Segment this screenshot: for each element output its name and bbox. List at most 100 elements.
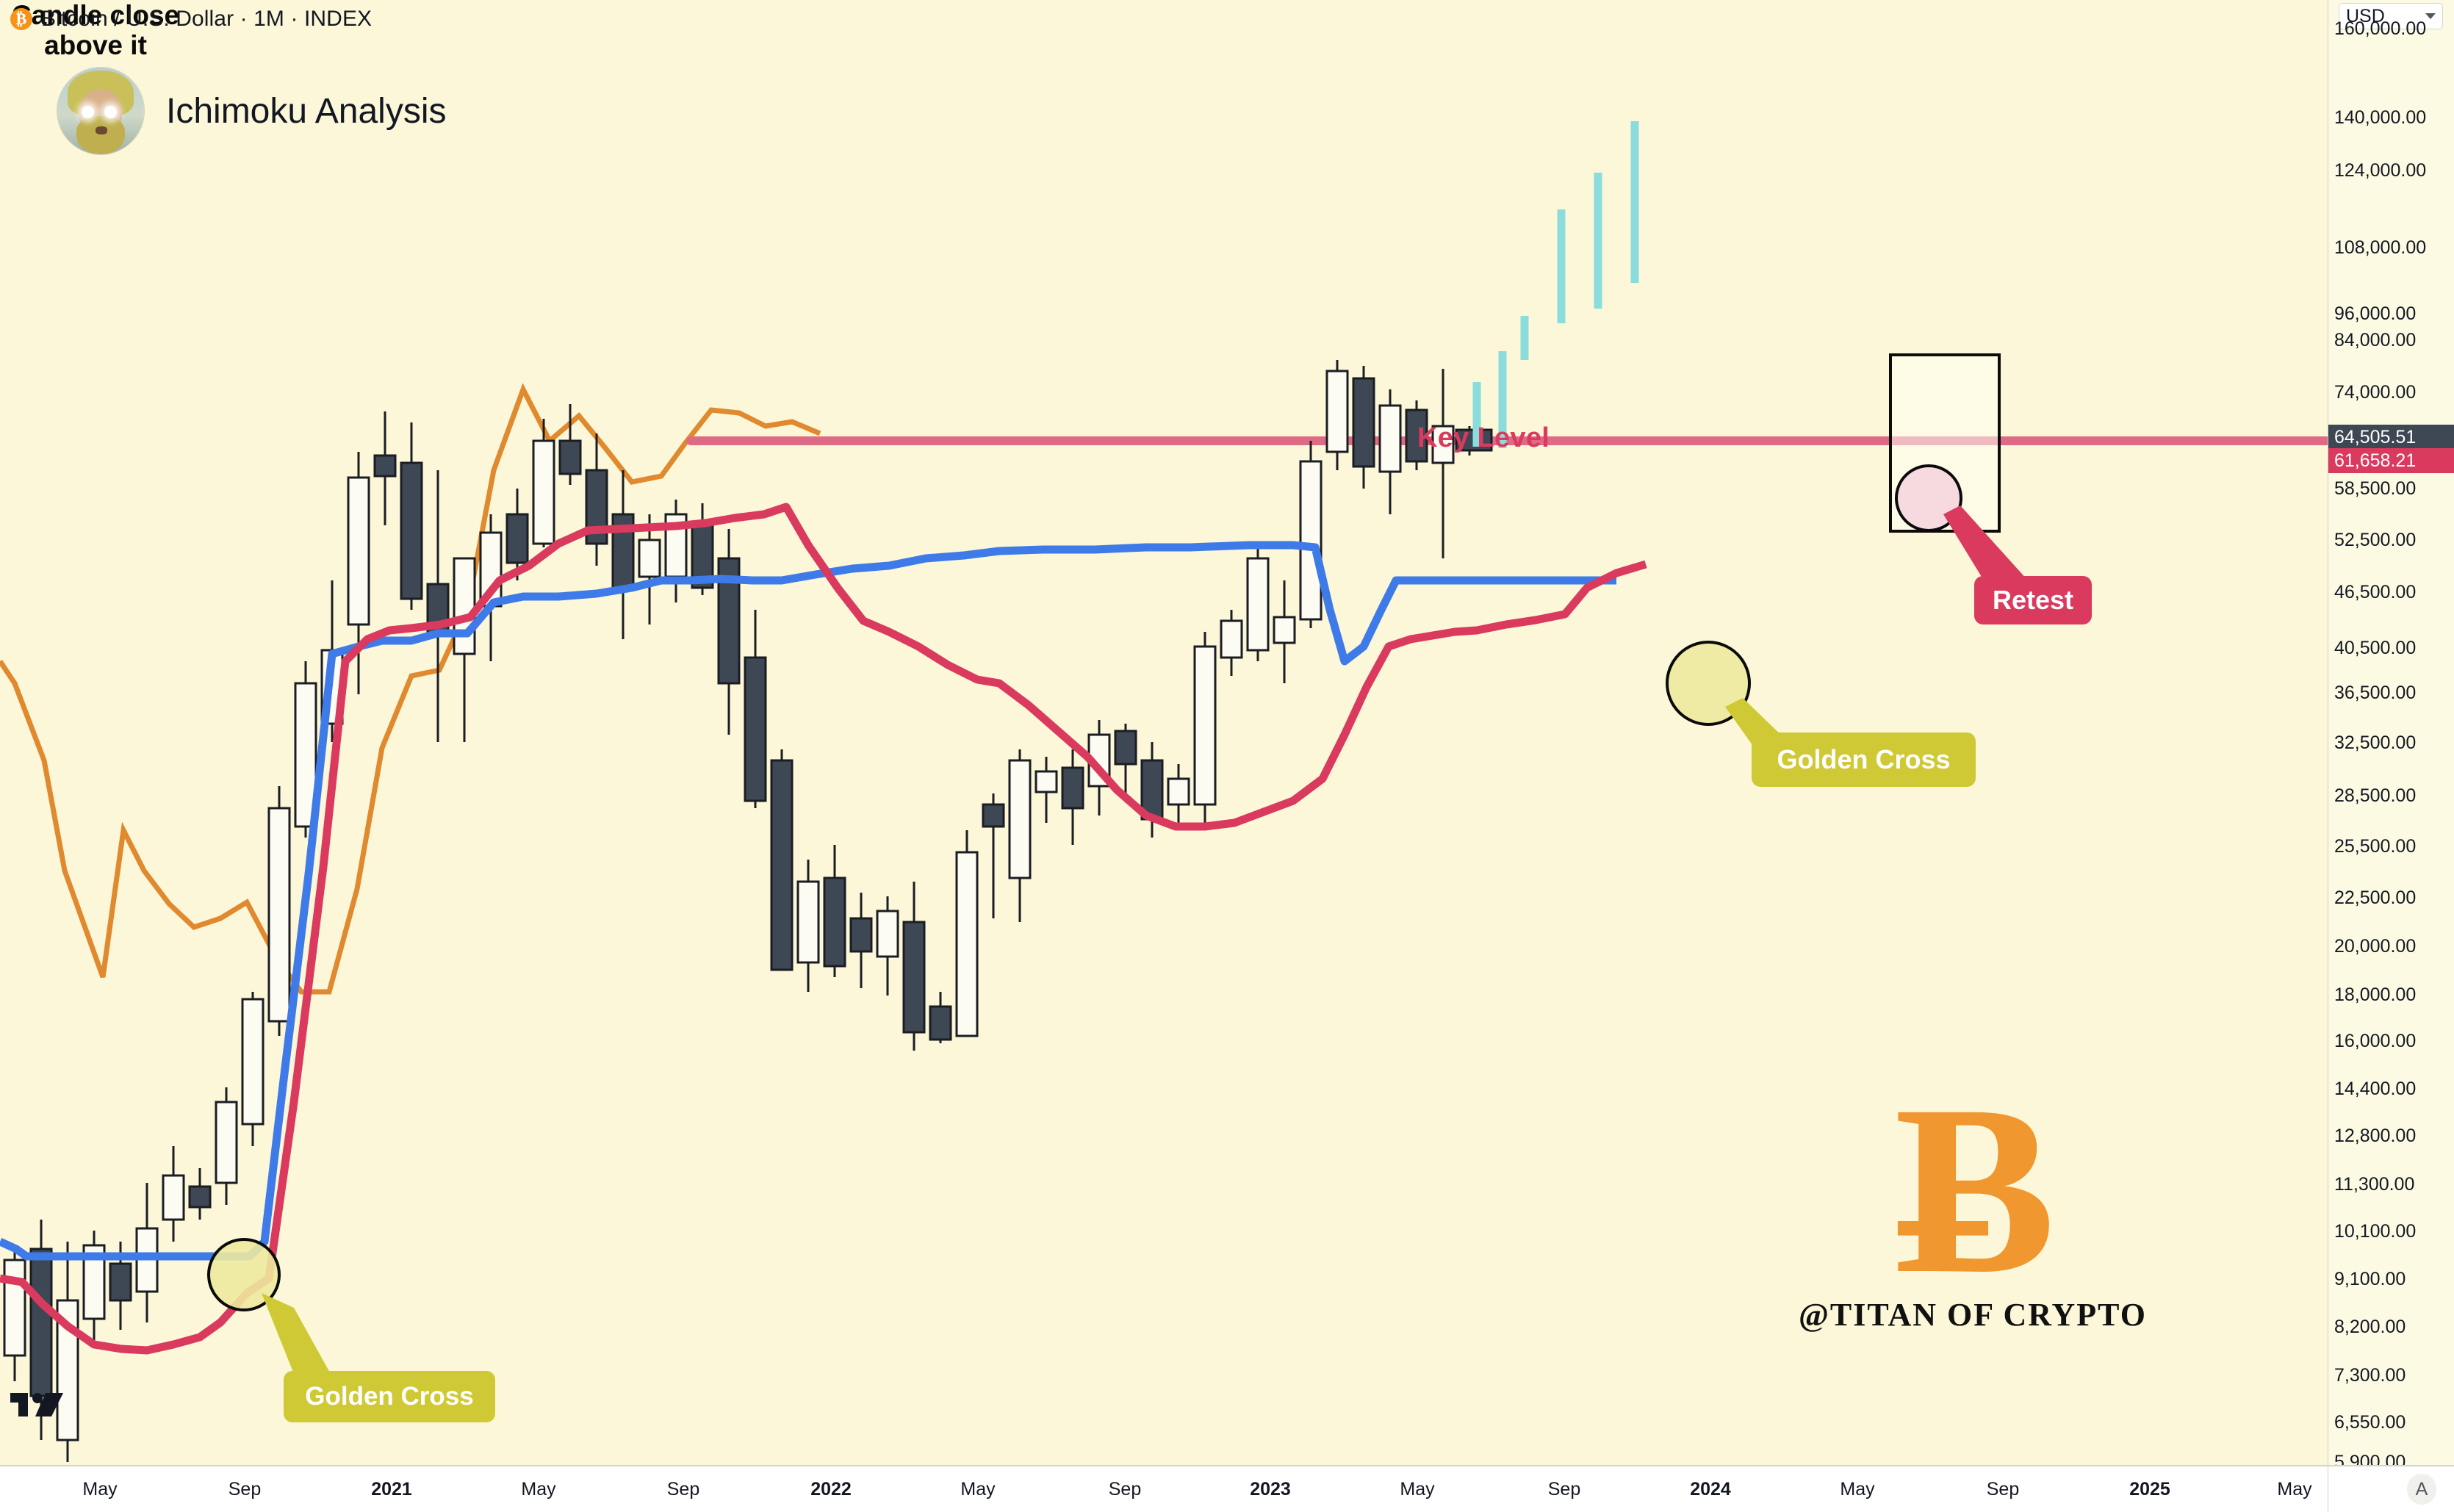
retest-connector (1943, 505, 2028, 580)
price-tick: 18,000.00 (2334, 984, 2417, 1005)
price-tick: 11,300.00 (2334, 1174, 2415, 1195)
candle (162, 1146, 185, 1242)
price-tick: 22,500.00 (2334, 888, 2417, 908)
price-tick: 58,500.00 (2334, 478, 2417, 499)
candle (876, 896, 899, 996)
candle (1114, 724, 1137, 793)
candle (267, 786, 291, 1036)
time-tick: May (2277, 1479, 2312, 1500)
projection-bars (1472, 121, 1639, 448)
golden-cross-connector-2020 (262, 1293, 331, 1374)
symbol-label[interactable]: Bitcoin / U.S. Dollar · 1M · INDEX (41, 7, 373, 31)
golden-cross-circle-2024 (1666, 641, 1751, 726)
key-level-label: Key Level (1417, 422, 1550, 453)
time-tick: Sep (666, 1479, 700, 1500)
time-tick: 2022 (810, 1479, 852, 1500)
time-tick: 2021 (371, 1479, 412, 1500)
tenkan-sen-line (0, 503, 1647, 1355)
time-tick: 2025 (2129, 1479, 2170, 1500)
time-tick: 2023 (1250, 1479, 1291, 1500)
time-tick: Sep (1986, 1479, 2020, 1500)
candle (453, 557, 476, 742)
currency-selector[interactable]: USD (2339, 3, 2443, 29)
price-tick: 10,100.00 (2334, 1221, 2417, 1242)
candle (109, 1242, 132, 1330)
price-tick: 84,000.00 (2334, 330, 2417, 350)
tradingview-logo-icon (10, 1393, 63, 1416)
candle (347, 452, 370, 694)
price-scale[interactable]: USD 160,000.00 140,000.00 124,000.00 108,00… (2328, 0, 2454, 1472)
candle (426, 470, 450, 742)
title-block: Ichimoku Analysis (57, 68, 447, 154)
avatar (57, 68, 144, 154)
candle (3, 1249, 26, 1381)
candle-close-label: Candle close above it (11, 0, 180, 61)
symbol-bar[interactable]: ₿ Bitcoin / U.S. Dollar · 1M · INDEX (0, 0, 372, 38)
candle (902, 882, 926, 1051)
price-tick: 32,500.00 (2334, 732, 2417, 753)
candle (1140, 742, 1164, 838)
candle (241, 992, 265, 1146)
price-tick: 36,500.00 (2334, 683, 2417, 703)
chart-plot-area[interactable]: Key Level Candle close above it Retest G… (0, 0, 2328, 1465)
kijun-sen-line (0, 541, 1616, 1261)
candle (1405, 400, 1428, 470)
price-tick: 52,500.00 (2334, 530, 2417, 550)
candle (585, 433, 608, 566)
prior-close-badge: 64,505.51 (2328, 425, 2454, 450)
price-tick: 96,000.00 (2334, 303, 2417, 324)
candle (505, 489, 529, 580)
golden-cross-circle-2020 (207, 1238, 281, 1311)
price-tick: 140,000.00 (2334, 107, 2427, 128)
candle (1352, 366, 1375, 489)
time-tick: Sep (1547, 1479, 1581, 1500)
time-tick: May (960, 1479, 996, 1500)
candle (955, 830, 979, 1037)
price-tick: 46,500.00 (2334, 582, 2417, 602)
price-tick: 40,500.00 (2334, 638, 2417, 658)
candle (982, 793, 1005, 918)
avatar-beard (76, 116, 125, 154)
bitcoin-icon: ₿ (10, 8, 32, 30)
time-tick: 2024 (1690, 1479, 1731, 1500)
price-tick: 74,000.00 (2334, 382, 2417, 403)
candle (56, 1242, 79, 1462)
price-tick: 12,800.00 (2334, 1126, 2417, 1146)
candle (1061, 749, 1084, 845)
timezone-button[interactable]: A (2407, 1474, 2436, 1505)
price-tick: 25,500.00 (2334, 836, 2417, 857)
chart-canvas (0, 121, 2328, 1462)
price-tick: 160,000.00 (2334, 18, 2427, 39)
price-tick: 124,000.00 (2334, 160, 2427, 181)
price-tick: 28,500.00 (2334, 785, 2417, 806)
candle (717, 529, 741, 735)
candle (638, 514, 661, 624)
price-tick: 9,100.00 (2334, 1269, 2406, 1289)
time-scale[interactable]: May Sep 2021 May Sep 2022 May Sep 2023 May Sep 2024… (0, 1465, 2454, 1512)
candle (611, 470, 635, 639)
author-handle: @TITAN OF CRYPTO (1799, 1296, 2147, 1333)
chikou-span-line (0, 383, 821, 995)
last-price-badge: 61,658.21 (2328, 448, 2454, 473)
time-tick: May (521, 1479, 556, 1500)
time-tick: Sep (1108, 1479, 1142, 1500)
candle (1325, 360, 1349, 470)
currency-label: USD (2346, 5, 2385, 26)
candle (215, 1087, 238, 1205)
candle (1008, 749, 1032, 922)
candle (400, 422, 423, 610)
avatar-eye-left (82, 106, 94, 118)
candle (1246, 544, 1270, 661)
page-title: Ichimoku Analysis (166, 91, 447, 131)
candle (770, 749, 794, 971)
time-tick: Sep (228, 1479, 262, 1500)
retest-label: Retest (1974, 576, 2092, 624)
candle (373, 411, 397, 525)
candle (1193, 632, 1217, 823)
avatar-eye-right (104, 106, 117, 118)
candle (1378, 389, 1402, 514)
candle (796, 860, 820, 992)
candle (929, 992, 952, 1043)
price-tick: 14,400.00 (2334, 1079, 2417, 1099)
chevron-down-icon[interactable] (2425, 13, 2436, 19)
